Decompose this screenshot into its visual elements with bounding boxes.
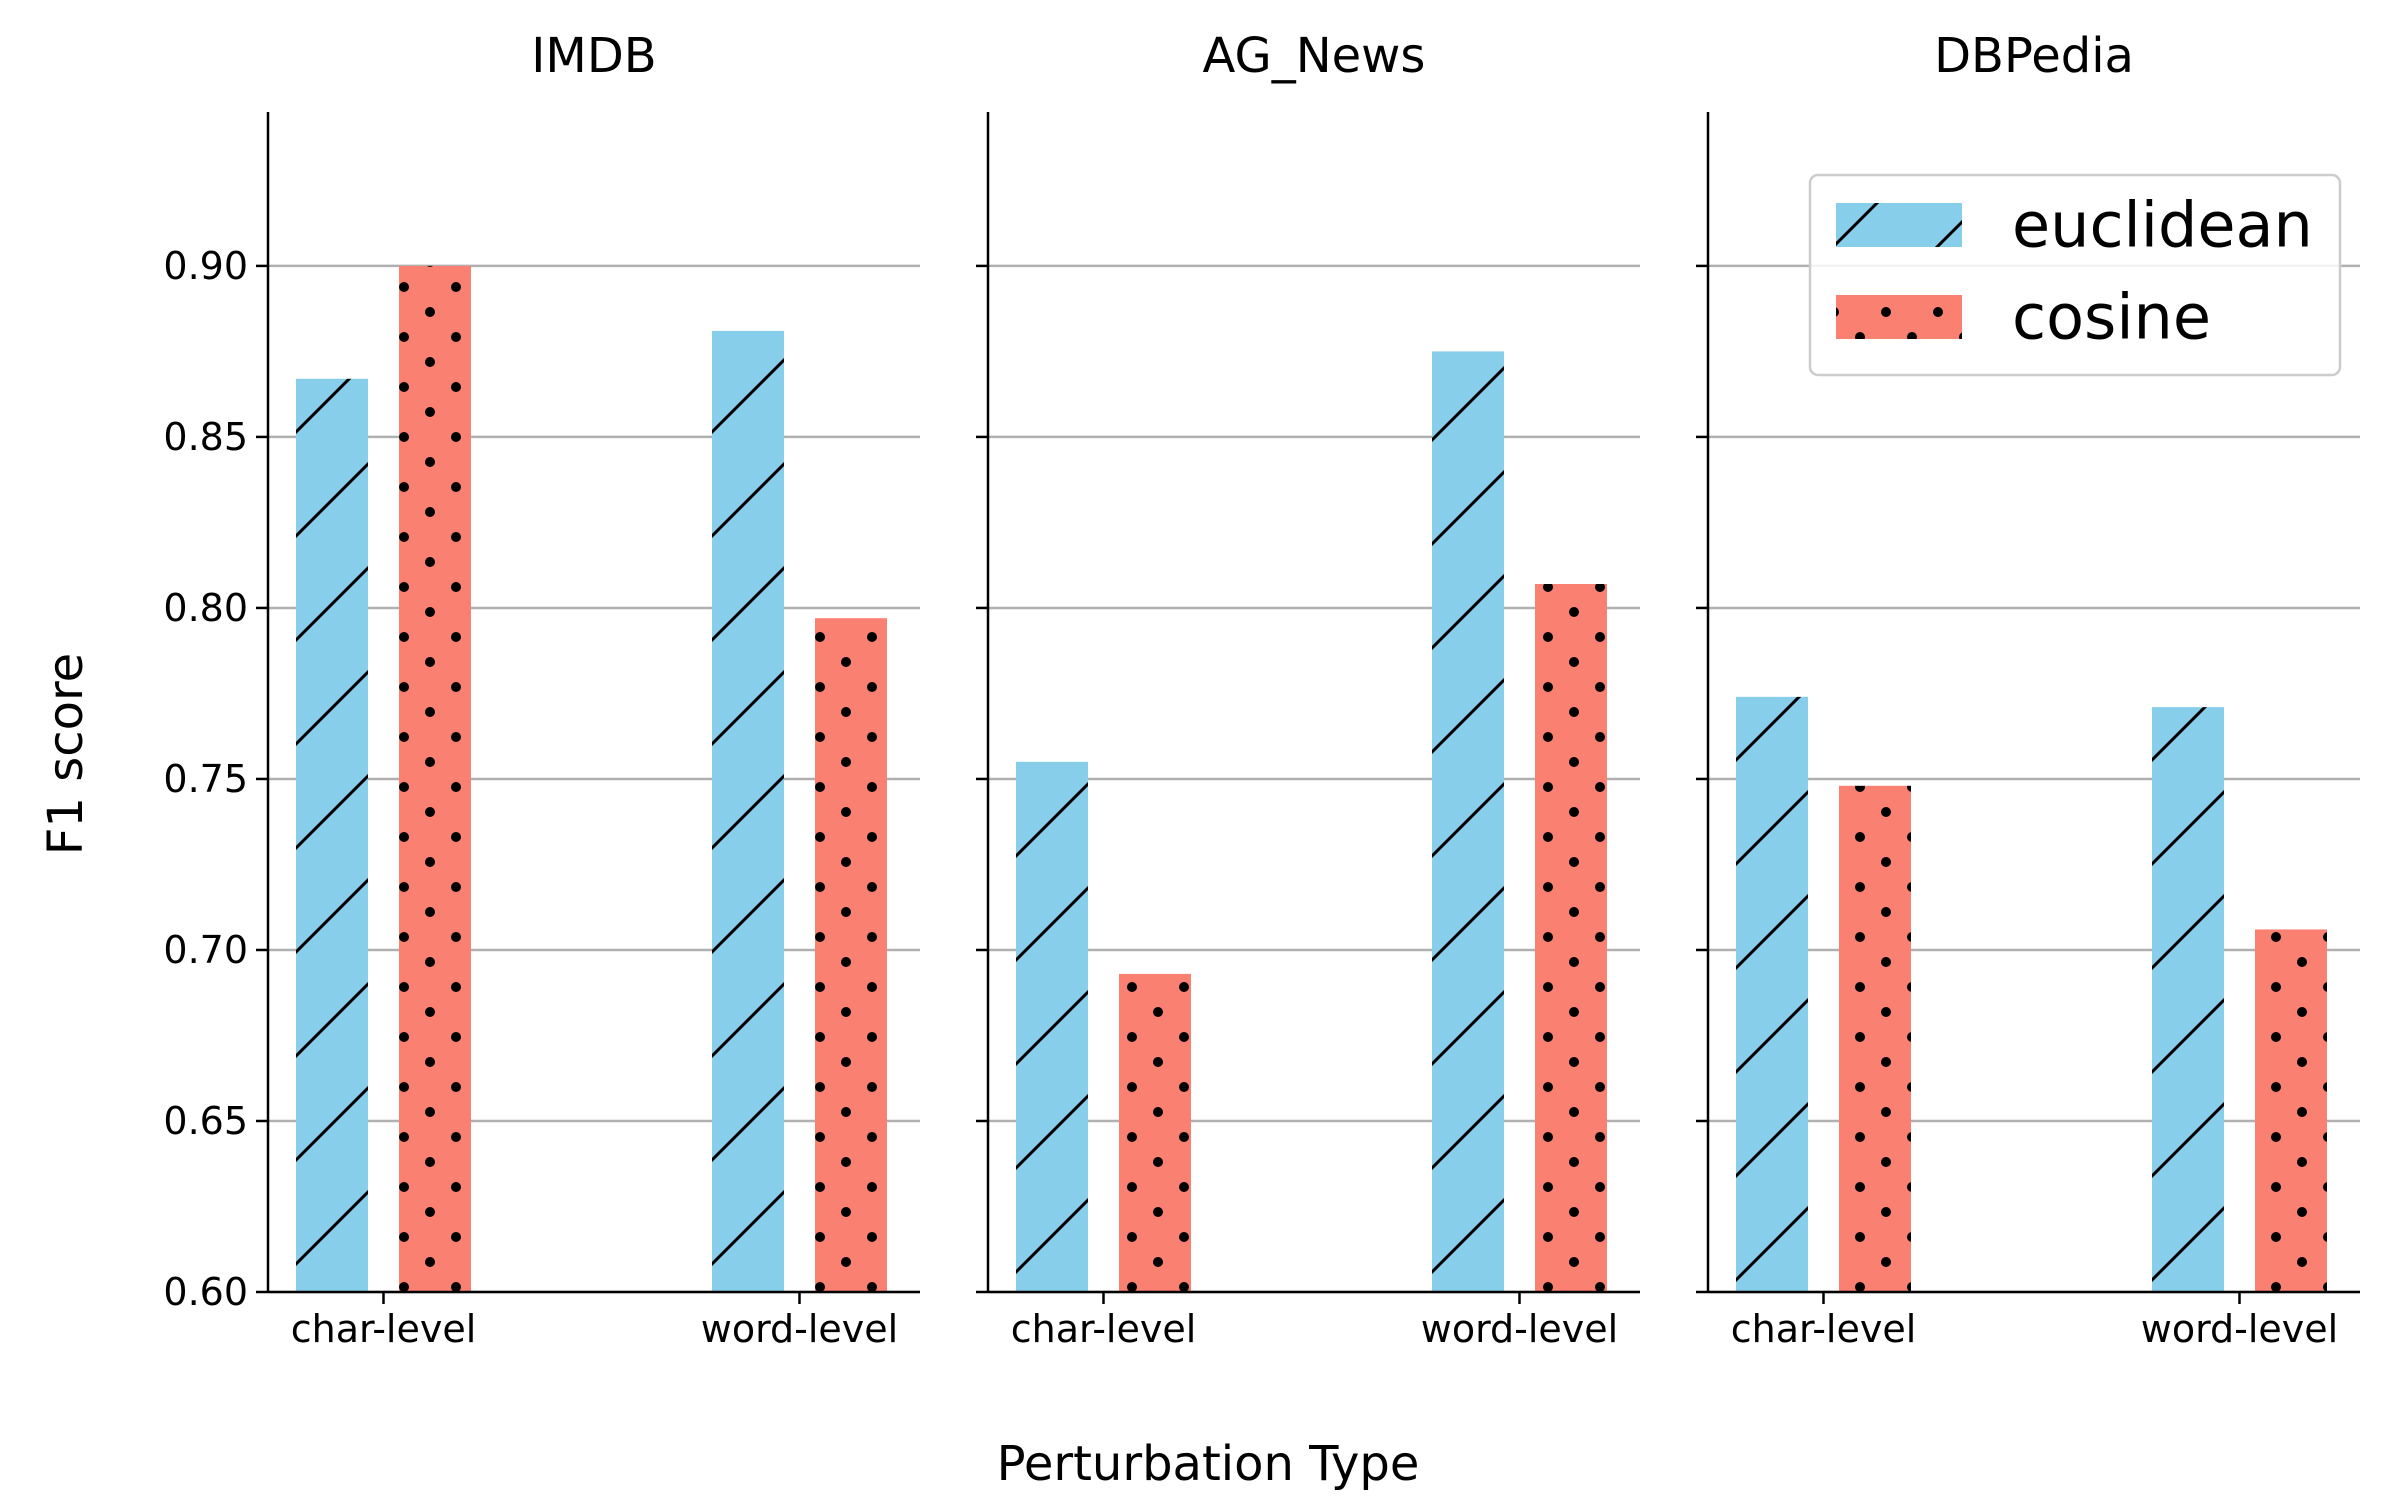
bar-cosine-char-level	[399, 265, 471, 1292]
axes-layer	[256, 112, 2360, 1304]
x-tick-label-word-level: word-level	[701, 1307, 898, 1351]
bar-euclidean-char-level	[1016, 761, 1088, 1292]
x-tick-label-word-level: word-level	[1421, 1307, 1618, 1351]
legend-label-cosine: cosine	[2012, 281, 2211, 354]
legend-swatch-euclidean	[1836, 203, 1962, 247]
bars-layer	[296, 265, 2327, 1293]
grid-layer	[268, 264, 2360, 1294]
panel-title: AG_News	[1203, 28, 1426, 84]
bar-euclidean-word-level	[2152, 707, 2224, 1292]
x-tick-label-char-level: char-level	[1011, 1307, 1197, 1351]
x-tick-label-char-level: char-level	[291, 1307, 477, 1351]
bar-cosine-char-level	[1839, 785, 1911, 1292]
bar-euclidean-word-level	[1432, 351, 1504, 1292]
bar-euclidean-word-level	[712, 330, 784, 1292]
bar-cosine-word-level	[815, 618, 887, 1292]
x-tick-label-word-level: word-level	[2141, 1307, 2338, 1351]
y-axis-title: F1 score	[38, 653, 94, 855]
legend: euclidean cosine	[1808, 173, 2342, 377]
panel-title: DBPedia	[1934, 28, 2134, 84]
bar-cosine-word-level	[1535, 584, 1607, 1292]
y-tick-label: 0.70	[163, 928, 248, 972]
bar-cosine-word-level	[2255, 929, 2327, 1292]
panel-title: IMDB	[531, 28, 656, 84]
labels-layer: 0.60 0.65 0.70 0.75 0.80 0.85 0.90 char-level wo…	[38, 28, 2338, 1492]
bar-euclidean-char-level	[1736, 696, 1808, 1292]
bar-cosine-char-level	[1119, 973, 1191, 1292]
bar-euclidean-char-level	[296, 378, 368, 1293]
legend-swatch-cosine	[1836, 295, 1962, 339]
x-axis-title: Perturbation Type	[997, 1436, 1420, 1492]
y-tick-label: 0.65	[163, 1099, 248, 1143]
y-tick-label: 0.75	[163, 757, 248, 801]
x-tick-label-char-level: char-level	[1731, 1307, 1917, 1351]
y-tick-label: 0.60	[163, 1270, 248, 1314]
y-tick-label: 0.85	[163, 415, 248, 459]
y-tick-label: 0.80	[163, 586, 248, 630]
y-tick-label: 0.90	[163, 244, 248, 288]
legend-label-euclidean: euclidean	[2012, 189, 2313, 262]
